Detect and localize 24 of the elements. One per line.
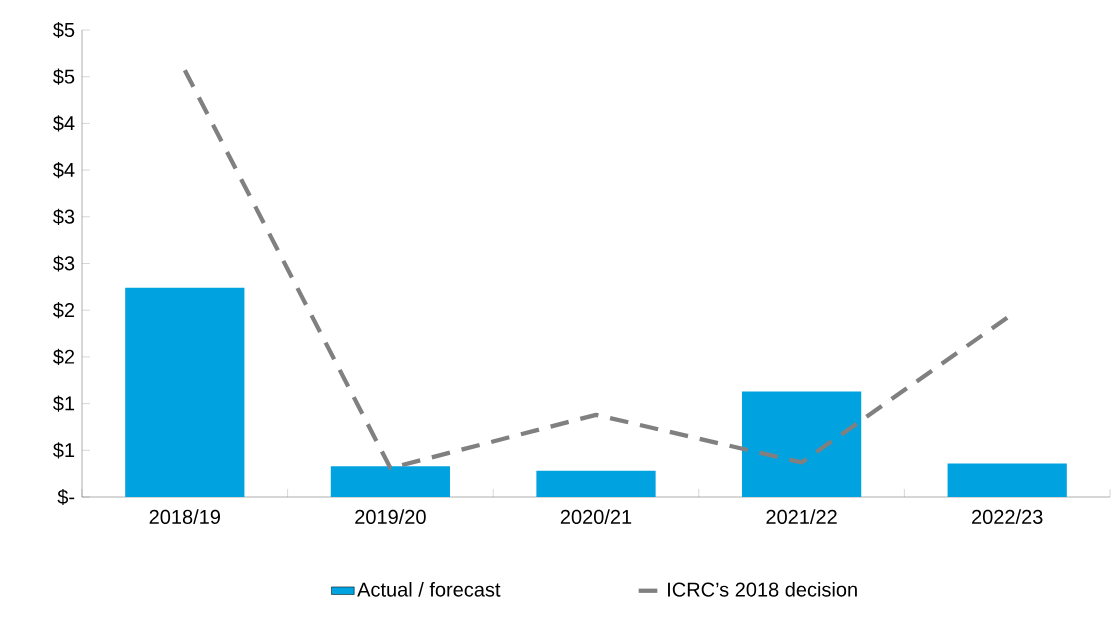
y-tick-label: $5 <box>53 68 75 85</box>
y-tick-label: $3 <box>53 255 75 272</box>
x-tick-label: 2020/21 <box>560 509 632 524</box>
y-tick-label: $2 <box>53 302 75 319</box>
line-series <box>182 68 1010 471</box>
bar <box>125 287 245 497</box>
y-tick-label: $1 <box>53 442 75 459</box>
legend-label: Actual / forecast <box>357 581 501 597</box>
x-tick-label: 2018/19 <box>149 509 220 524</box>
y-tick-label: $5 <box>53 21 75 39</box>
y-tick-label: $2 <box>53 348 75 365</box>
bar <box>947 463 1067 497</box>
bar <box>330 466 451 497</box>
y-tick-label: $4 <box>53 162 75 179</box>
y-tick-label: $4 <box>53 115 75 132</box>
legend-label: ICRC’s 2018 decision <box>668 581 857 597</box>
bar <box>741 391 862 497</box>
y-tick-label: $3 <box>53 208 75 225</box>
y-tick-label: $- <box>57 488 75 506</box>
x-tick-label: 2019/20 <box>355 509 426 524</box>
x-tick-label: 2022/23 <box>972 509 1043 524</box>
y-tick-label: $1 <box>53 395 75 412</box>
bar <box>536 470 656 497</box>
x-tick-label: 2021/22 <box>766 509 837 524</box>
